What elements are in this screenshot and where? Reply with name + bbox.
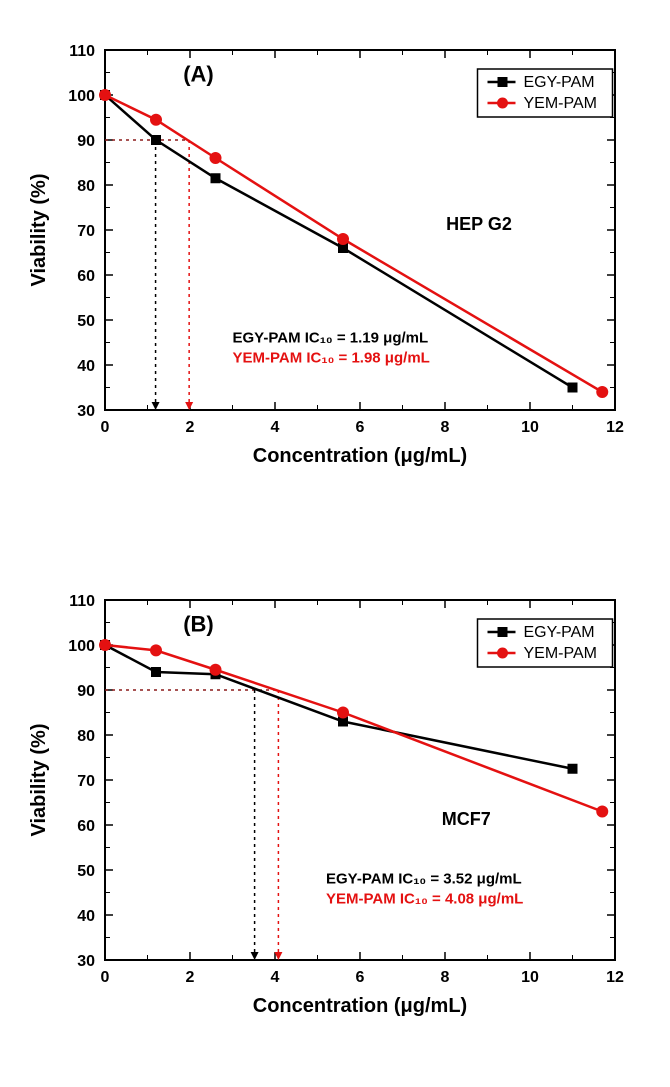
legend-yem-marker-icon <box>497 98 508 109</box>
legend-yem-label: YEM-PAM <box>524 95 597 112</box>
legend-yem-marker-icon <box>497 648 508 659</box>
x-axis-title: Concentration (μg/mL) <box>253 445 467 467</box>
yem-marker <box>210 664 222 676</box>
ytick-label: 50 <box>77 313 95 330</box>
egy-marker <box>568 764 578 774</box>
ytick-label: 100 <box>68 88 95 105</box>
xtick-label: 12 <box>606 969 624 986</box>
x-axis-title: Concentration (μg/mL) <box>253 995 467 1017</box>
xtick-label: 6 <box>356 419 365 436</box>
ytick-label: 40 <box>77 358 95 375</box>
xtick-label: 0 <box>101 969 110 986</box>
ytick-label: 100 <box>68 638 95 655</box>
xtick-label: 6 <box>356 969 365 986</box>
ytick-label: 80 <box>77 178 95 195</box>
y-axis-title: Viability (%) <box>28 174 50 287</box>
panel-label: (A) <box>183 62 214 87</box>
ytick-label: 50 <box>77 863 95 880</box>
ytick-label: 60 <box>77 268 95 285</box>
yem-line <box>105 645 602 812</box>
ic10-yem-label: YEM-PAM IC₁₀ = 4.08 μg/mL <box>326 891 523 908</box>
yem-marker <box>337 707 349 719</box>
egy-marker <box>568 383 578 393</box>
arrowhead-icon <box>251 952 259 960</box>
ytick-label: 90 <box>77 133 95 150</box>
legend-yem-label: YEM-PAM <box>524 645 597 662</box>
panel-a: 0 2 4 6 8 10 12 30 40 50 60 70 80 90 100 110 Concentrati… <box>0 10 670 520</box>
arrowhead-icon <box>152 402 160 410</box>
ic10-egy-label: EGY-PAM IC₁₀ = 1.19 μg/mL <box>233 330 429 347</box>
xtick-label: 2 <box>186 419 195 436</box>
yem-marker <box>596 386 608 398</box>
xtick-label: 10 <box>521 419 539 436</box>
panel-b: 0 2 4 6 8 10 12 30 40 50 60 70 80 90 100 110 Concentrati… <box>0 560 670 1070</box>
ytick-label: 60 <box>77 818 95 835</box>
ytick-label: 110 <box>69 593 95 610</box>
ytick-label: 30 <box>77 953 95 970</box>
yem-marker <box>337 233 349 245</box>
yem-marker <box>596 806 608 818</box>
legend-egy-marker-icon <box>498 627 508 637</box>
xtick-label: 8 <box>441 969 450 986</box>
y-axis-title: Viability (%) <box>28 724 50 837</box>
yem-line <box>105 95 602 392</box>
ytick-label: 90 <box>77 683 95 700</box>
yem-marker <box>150 114 162 126</box>
ytick-label: 70 <box>77 773 95 790</box>
legend-egy-marker-icon <box>498 77 508 87</box>
egy-marker <box>151 667 161 677</box>
xtick-label: 4 <box>271 419 280 436</box>
yem-marker <box>99 89 111 101</box>
ytick-label: 80 <box>77 728 95 745</box>
xtick-label: 8 <box>441 419 450 436</box>
legend-egy-label: EGY-PAM <box>524 624 595 641</box>
xtick-label: 2 <box>186 969 195 986</box>
yem-marker <box>99 639 111 651</box>
xtick-label: 4 <box>271 969 280 986</box>
yem-marker <box>210 152 222 164</box>
cell-line-label: HEP G2 <box>446 214 512 234</box>
ytick-label: 40 <box>77 908 95 925</box>
yem-marker <box>150 644 162 656</box>
legend-egy-label: EGY-PAM <box>524 74 595 91</box>
ic10-egy-label: EGY-PAM IC₁₀ = 3.52 μg/mL <box>326 871 522 888</box>
panel-label: (B) <box>183 612 214 637</box>
egy-marker <box>151 135 161 145</box>
xtick-label: 12 <box>606 419 624 436</box>
ic10-yem-label: YEM-PAM IC₁₀ = 1.98 μg/mL <box>233 350 430 367</box>
xtick-label: 10 <box>521 969 539 986</box>
ytick-label: 30 <box>77 403 95 420</box>
cell-line-label: MCF7 <box>442 809 491 829</box>
ytick-label: 70 <box>77 223 95 240</box>
xtick-label: 0 <box>101 419 110 436</box>
arrowhead-icon <box>185 402 193 410</box>
egy-marker <box>211 173 221 183</box>
ytick-label: 110 <box>69 43 95 60</box>
